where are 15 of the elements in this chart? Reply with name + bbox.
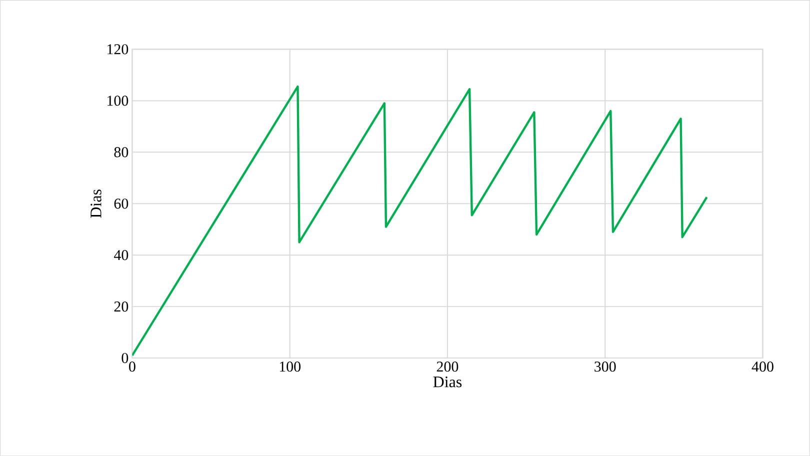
x-tick-label: 400 — [752, 361, 774, 372]
x-tick-label: 0 — [129, 361, 136, 372]
y-tick-label: 60 — [114, 198, 128, 209]
y-tick-label: 40 — [114, 250, 128, 260]
y-tick-label: 0 — [122, 352, 128, 363]
x-axis-title: Dias — [433, 376, 462, 388]
x-tick-label: 100 — [280, 361, 301, 372]
y-tick-label: 100 — [108, 96, 128, 106]
y-axis-title: Dias — [90, 189, 102, 218]
y-tick-label: 80 — [114, 146, 128, 158]
line-series — [132, 85, 708, 356]
x-tick-label: 200 — [436, 361, 458, 372]
y-tick-label: 20 — [114, 301, 128, 312]
y-tick-label: 120 — [108, 44, 128, 54]
x-tick-label: 300 — [594, 361, 616, 372]
